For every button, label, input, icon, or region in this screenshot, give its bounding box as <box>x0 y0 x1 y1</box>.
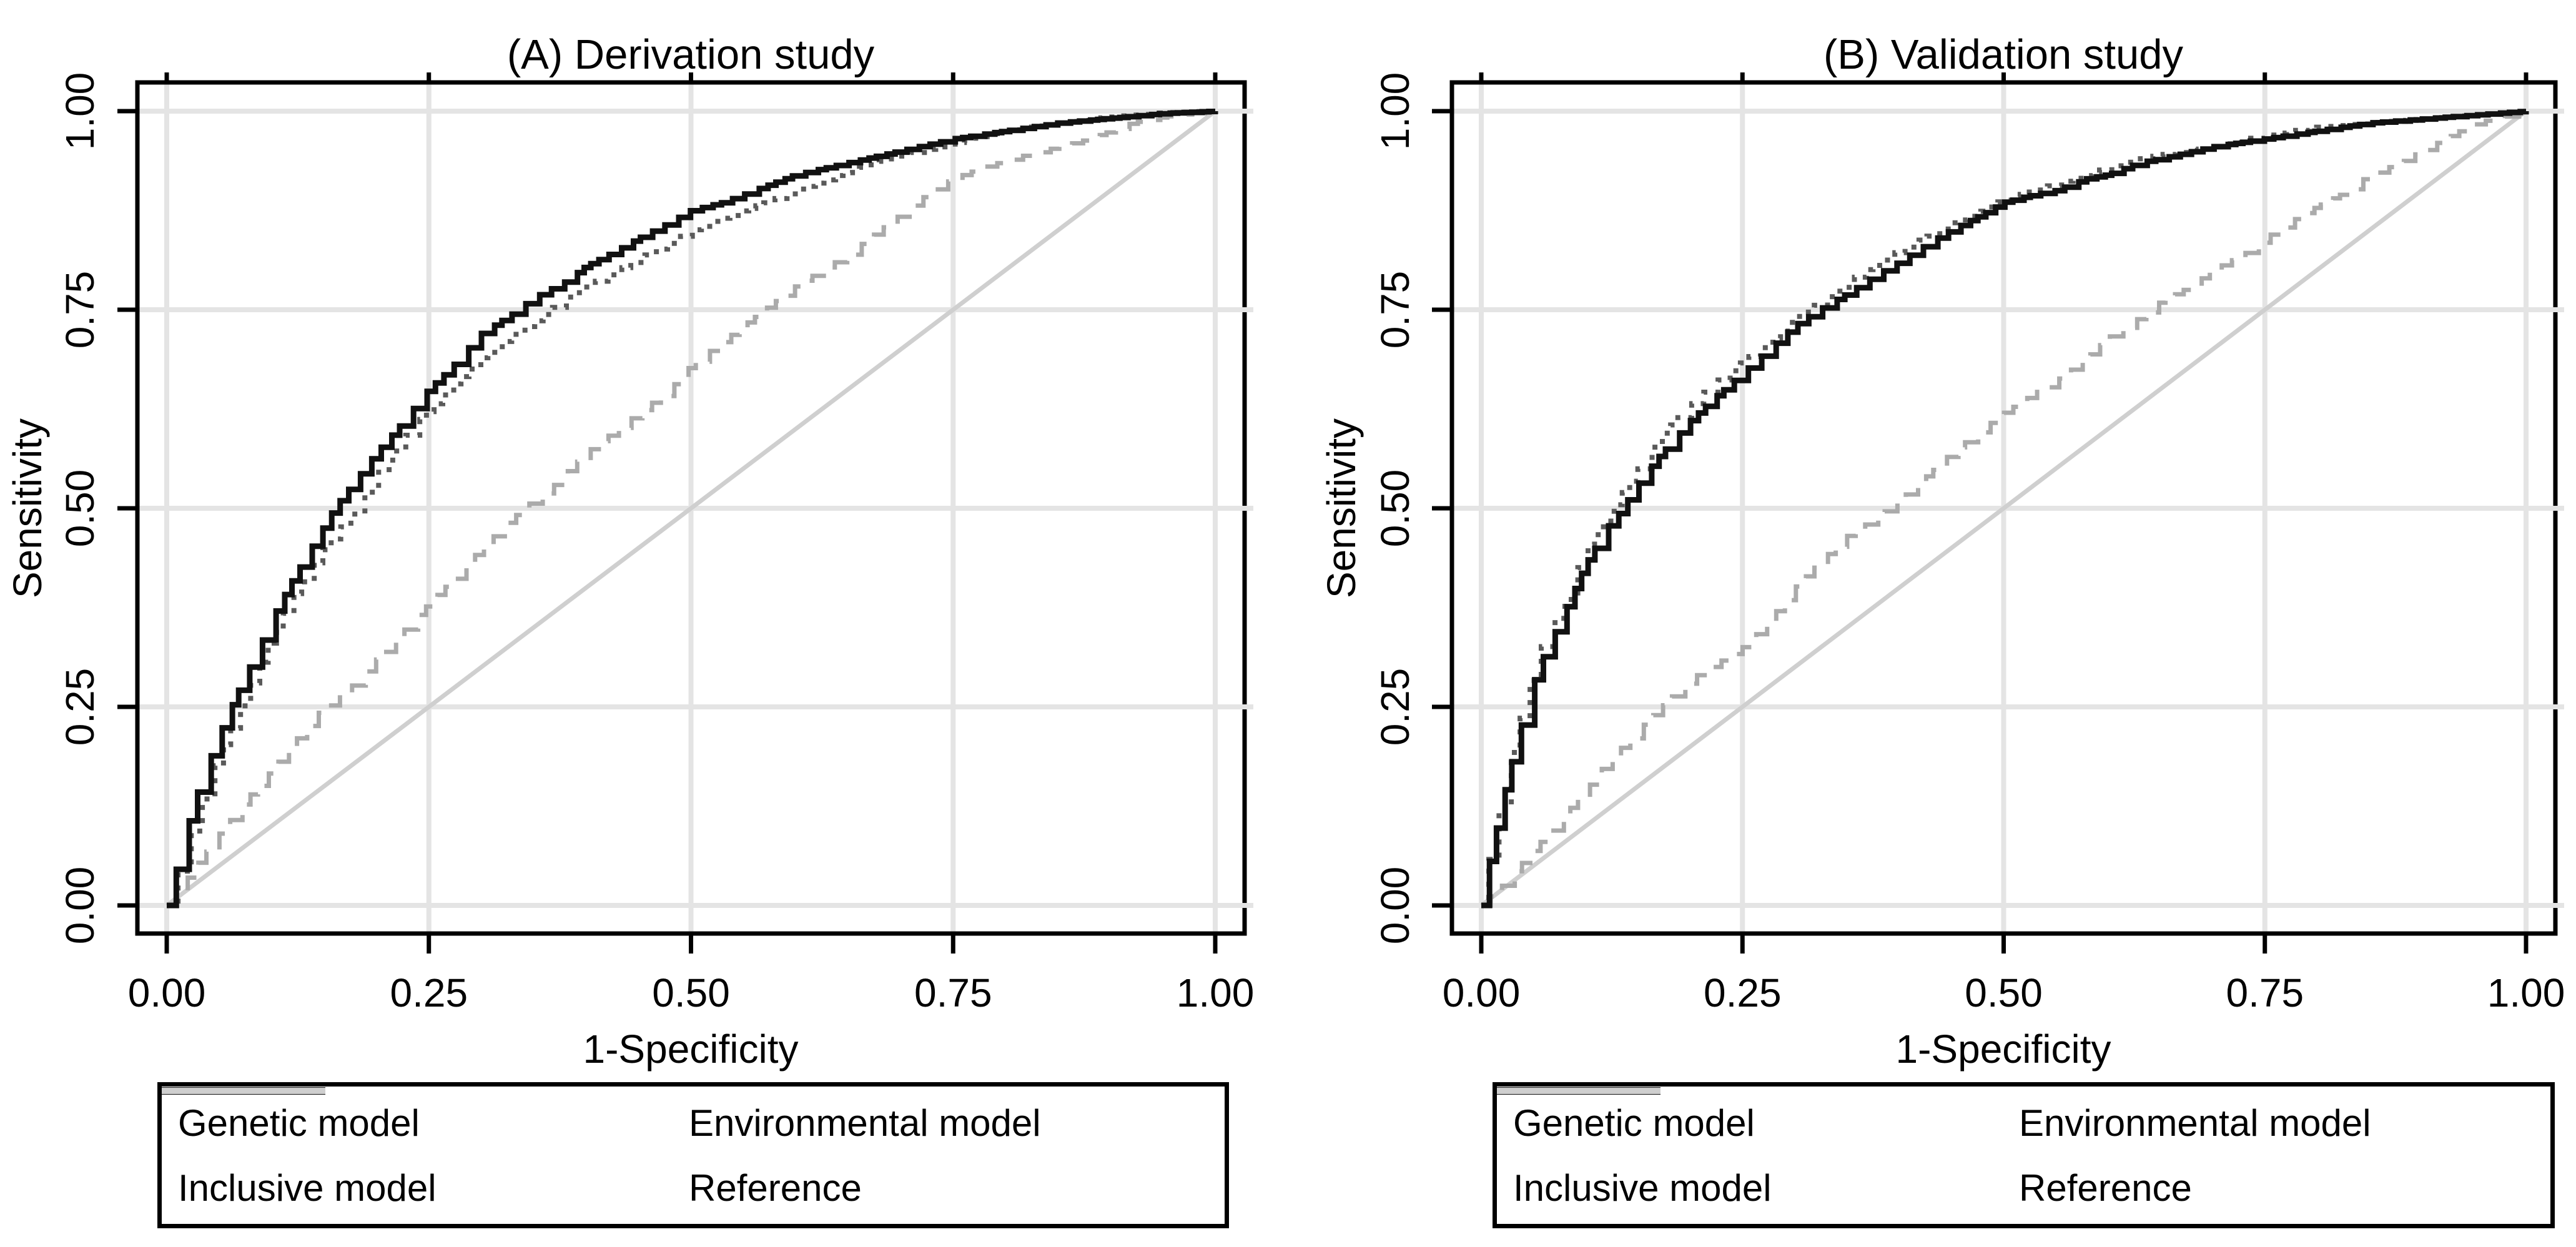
y-tick-label: 0.75 <box>1373 271 1418 349</box>
legend-label: Genetic model <box>1513 1102 1755 1144</box>
y-tick-label: 1.00 <box>57 72 102 150</box>
panel-a-y-axis-title: Sensitivity <box>5 418 50 598</box>
panel-b-title: (B) Validation study <box>1823 31 2183 78</box>
legend-item-genetic: Genetic model <box>162 1087 689 1145</box>
curve-reference <box>1479 109 2528 907</box>
y-tick-label: 0.50 <box>1373 470 1418 548</box>
x-tick-label: 0.25 <box>1704 970 1782 1015</box>
legend-item-inclusive: Inclusive model <box>162 1087 689 1210</box>
legend-item-inclusive: Inclusive model <box>1497 1087 2019 1210</box>
panel-b-x-axis-title: 1-Specificity <box>1896 1027 2111 1072</box>
legend-label: Environmental model <box>2019 1102 2371 1144</box>
panel-a-plot-area: 0.00 0.00 0.25 0.25 0.50 0.50 0.75 0.75 1.00 1.00 <box>57 72 1254 1015</box>
legend-label: Reference <box>689 1166 862 1209</box>
curve-inclusive-model <box>1481 109 2529 909</box>
y-tick-label: 0.00 <box>57 867 102 945</box>
x-tick-label: 0.00 <box>128 970 206 1015</box>
x-tick-label: 1.00 <box>2487 970 2565 1015</box>
reference-line-icon <box>1497 1088 1661 1094</box>
y-tick-label: 0.00 <box>1373 867 1418 945</box>
x-tick-label: 0.75 <box>914 970 992 1015</box>
y-tick-label: 0.50 <box>57 470 102 548</box>
reference-line-icon <box>162 1088 325 1094</box>
panel-b-y-axis-title: Sensitivity <box>1319 418 1364 598</box>
y-tick-label: 0.25 <box>1373 668 1418 746</box>
y-tick-label: 0.25 <box>57 668 102 746</box>
legend-panel-b: Genetic model Environmental model Inclus… <box>1493 1082 2555 1228</box>
x-tick-label: 0.75 <box>2226 970 2304 1015</box>
y-tick-label: 1.00 <box>1373 72 1418 150</box>
legend-label: Genetic model <box>178 1102 420 1144</box>
x-tick-label: 0.50 <box>1965 970 2043 1015</box>
panel-a-title: (A) Derivation study <box>507 31 875 78</box>
curve-inclusive-model <box>167 109 1218 909</box>
curve-reference <box>165 109 1217 907</box>
legend-label: Inclusive model <box>1513 1166 1772 1209</box>
legend-label: Environmental model <box>689 1102 1041 1144</box>
y-tick-label: 0.75 <box>57 271 102 349</box>
x-tick-label: 0.25 <box>390 970 468 1015</box>
legend-item-reference: Reference <box>162 1088 1225 1210</box>
legend-item-environmental: Environmental model <box>1497 1088 2550 1145</box>
curve-genetic-model <box>167 109 1218 908</box>
legend-label: Reference <box>2019 1166 2192 1209</box>
legend-item-environmental: Environmental model <box>162 1088 1225 1145</box>
x-tick-label: 0.00 <box>1443 970 1521 1015</box>
legend-item-reference: Reference <box>1497 1088 2550 1210</box>
curve-genetic-model <box>1481 111 2529 908</box>
panel-b-plot-area: 0.00 0.00 0.25 0.25 0.50 0.50 0.75 0.75 1.00 1.00 <box>1373 72 2565 1015</box>
x-tick-label: 0.50 <box>652 970 730 1015</box>
legend-panel-a: Genetic model Environmental model Inclus… <box>157 1082 1229 1228</box>
legend-item-genetic: Genetic model <box>1497 1087 2019 1145</box>
legend-label: Inclusive model <box>178 1166 437 1209</box>
panel-a-x-axis-title: 1-Specificity <box>583 1027 799 1072</box>
x-tick-label: 1.00 <box>1177 970 1255 1015</box>
